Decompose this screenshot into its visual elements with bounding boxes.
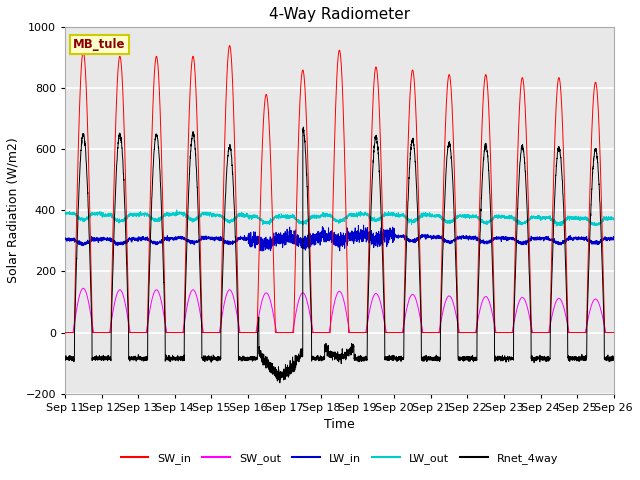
X-axis label: Time: Time — [324, 418, 355, 431]
Legend: SW_in, SW_out, LW_in, LW_out, Rnet_4way: SW_in, SW_out, LW_in, LW_out, Rnet_4way — [116, 449, 563, 468]
Title: 4-Way Radiometer: 4-Way Radiometer — [269, 7, 410, 22]
Y-axis label: Solar Radiation (W/m2): Solar Radiation (W/m2) — [7, 138, 20, 283]
Text: MB_tule: MB_tule — [73, 38, 125, 51]
